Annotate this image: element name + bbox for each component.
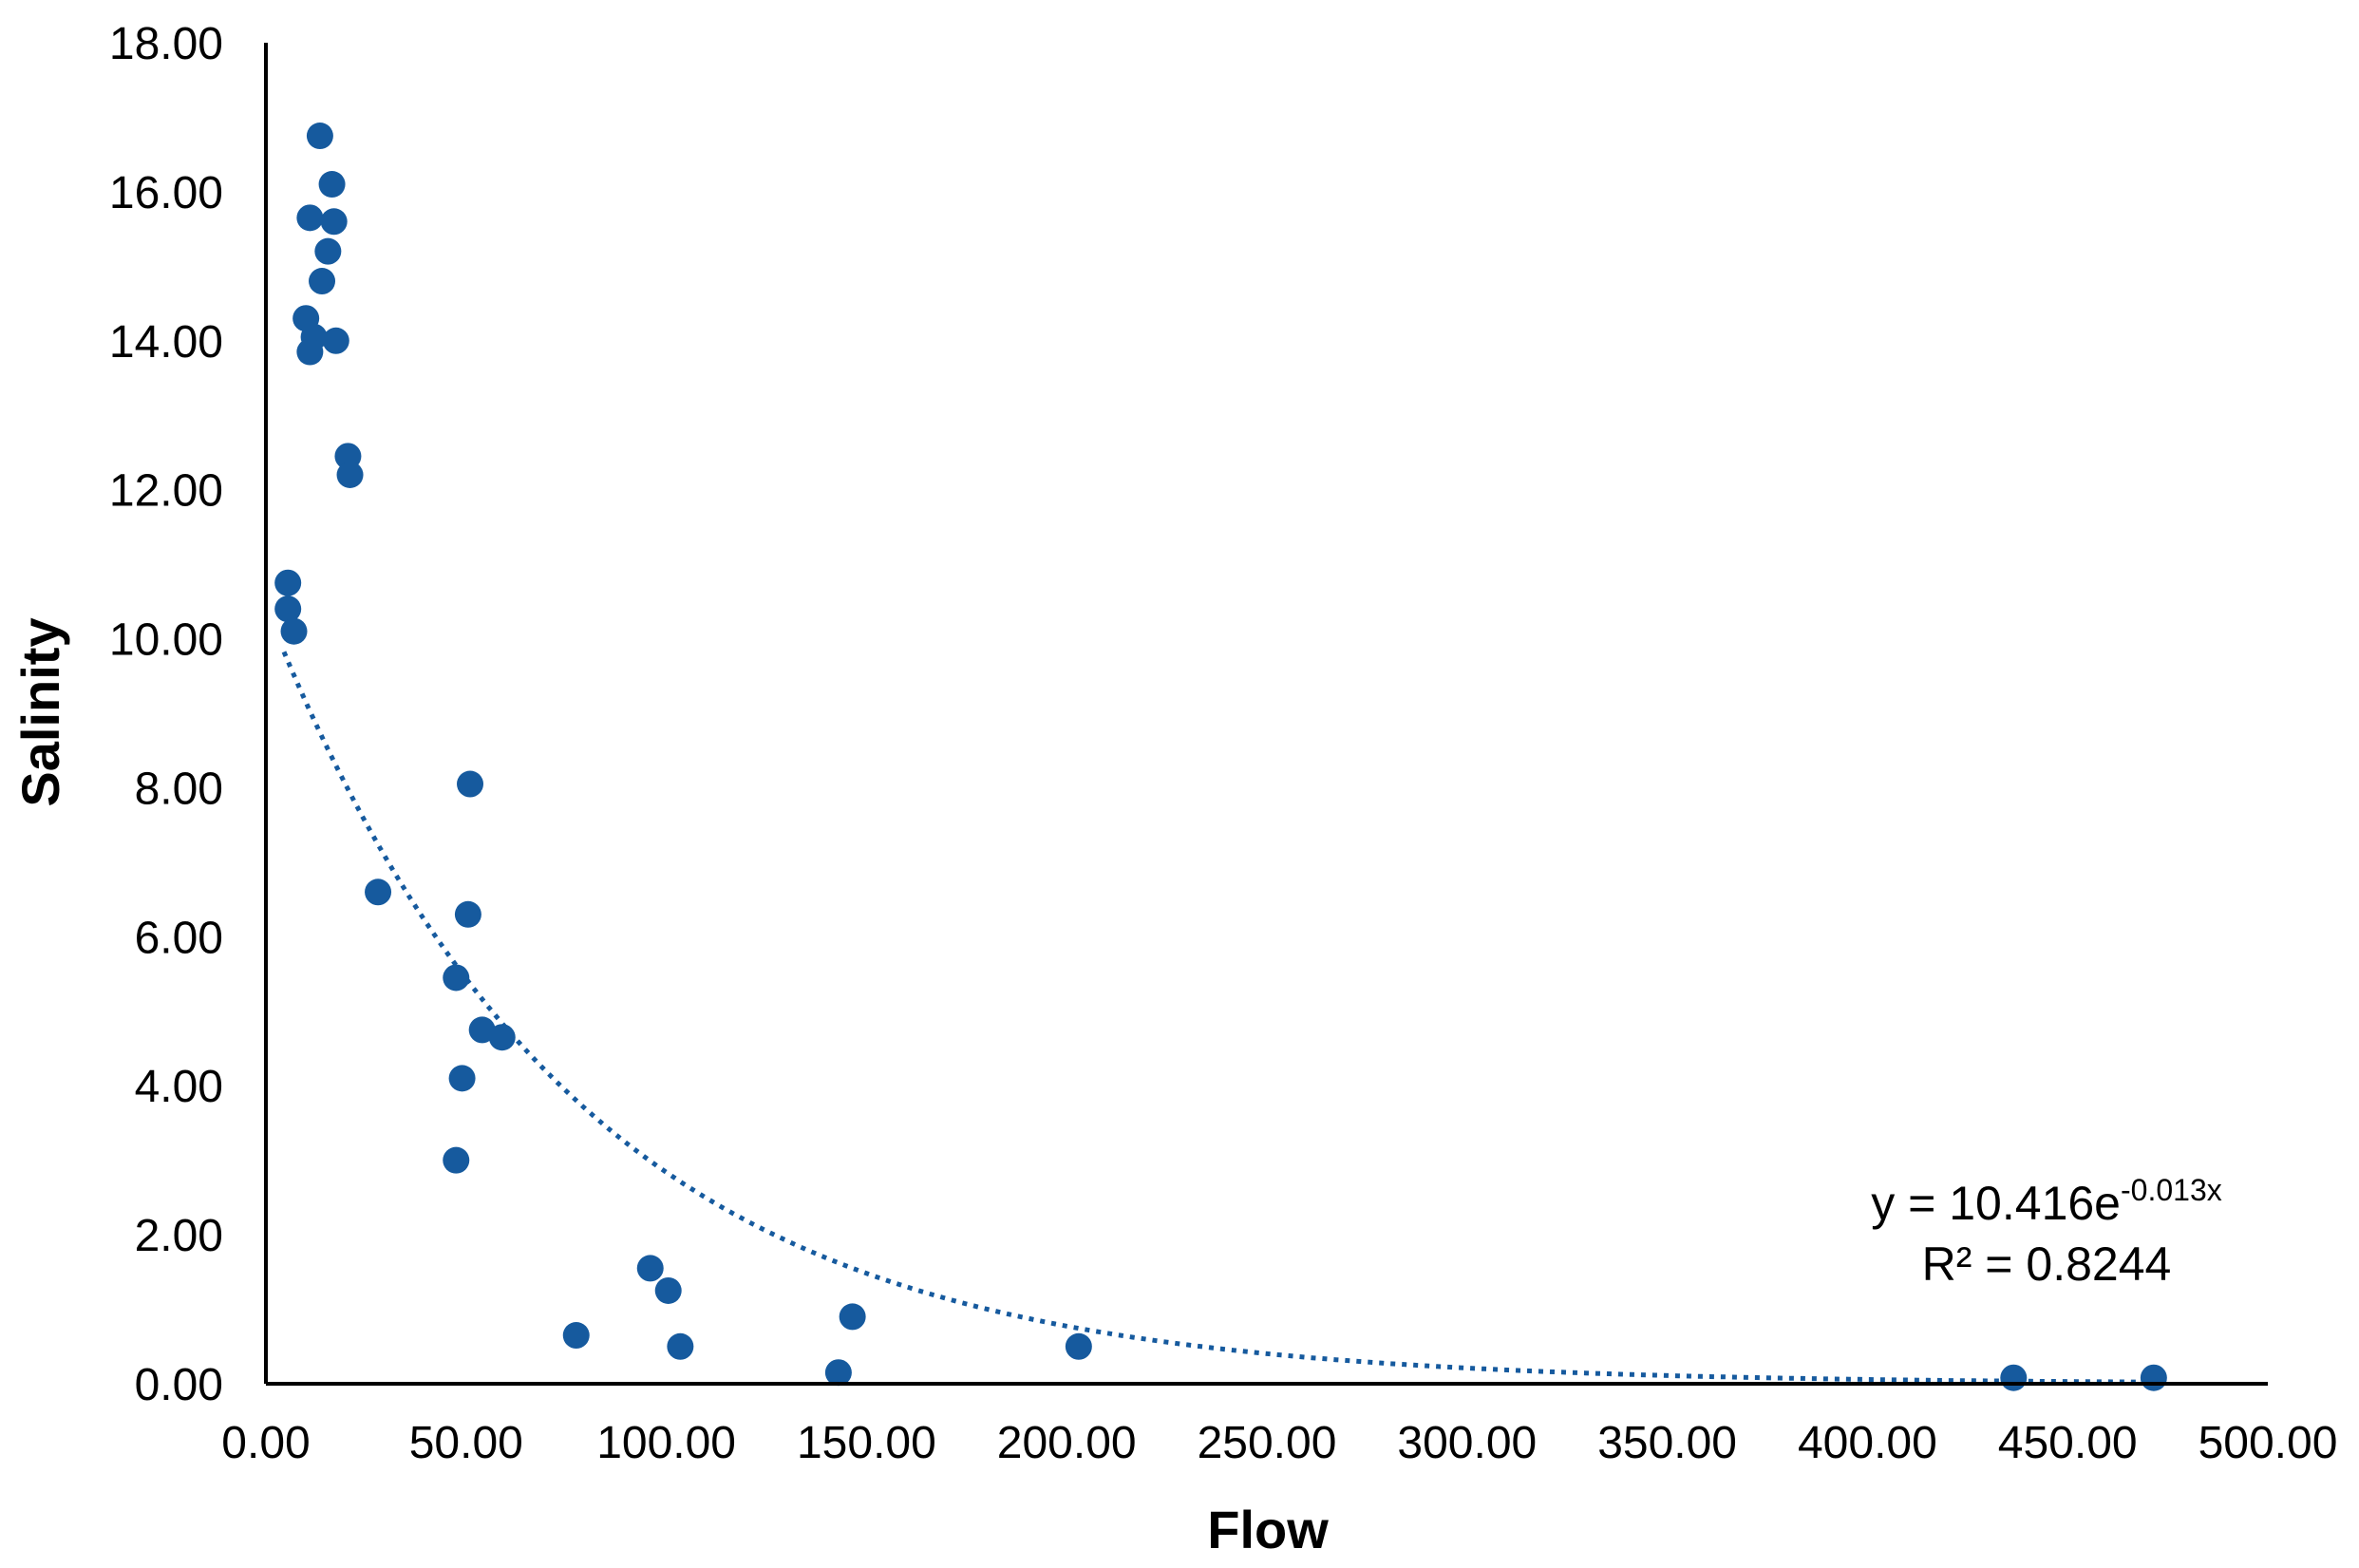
y-tick-label: 6.00 [135,913,223,963]
data-point [280,617,308,645]
equation-prefix: y = 10.416e [1871,1177,2121,1230]
data-point [468,1016,496,1044]
data-point [274,595,302,623]
data-point [1065,1332,1092,1360]
data-point [457,770,484,798]
trendline-layer [281,651,2154,1385]
data-points-layer [274,123,2167,1391]
data-point [562,1322,590,1350]
y-tick-label: 10.00 [109,615,223,666]
y-tick-labels: 0.00 2.00 4.00 6.00 8.00 10.00 12.00 14.00 16.00… [109,19,223,1410]
data-point [322,327,349,354]
y-axis-title: Salinity [10,617,70,806]
x-tick-label: 0.00 [221,1418,310,1468]
data-point [443,1146,470,1174]
data-point [448,1065,476,1092]
data-point [314,237,342,265]
x-tick-label: 200.00 [997,1418,1137,1468]
data-point [824,1359,852,1387]
r-squared-label: R² = 0.8244 [1922,1237,2172,1291]
y-tick-label: 18.00 [109,19,223,69]
x-tick-label: 300.00 [1397,1418,1537,1468]
y-tick-label: 4.00 [135,1062,223,1112]
x-tick-label: 150.00 [797,1418,936,1468]
data-point [636,1255,664,1282]
data-point [443,964,470,992]
data-point [2000,1364,2028,1391]
x-tick-label: 450.00 [1998,1418,2138,1468]
x-tick-label: 50.00 [409,1418,523,1468]
data-point [309,268,336,295]
data-point [296,338,324,366]
data-point [320,208,348,236]
data-point [274,569,302,596]
data-point [839,1303,866,1331]
y-tick-label: 12.00 [109,466,223,517]
data-point [306,123,333,150]
data-point [318,171,346,198]
x-tick-label: 500.00 [2199,1418,2338,1468]
x-tick-label: 350.00 [1597,1418,1737,1468]
equation-exponent: -0.013x [2121,1173,2222,1207]
y-tick-label: 14.00 [109,317,223,368]
trendline-equation: y = 10.416e-0.013x [1871,1173,2221,1230]
x-tick-label: 400.00 [1798,1418,1937,1468]
data-point [667,1332,694,1360]
x-tick-label: 100.00 [596,1418,736,1468]
data-point [2140,1364,2167,1391]
data-point [654,1276,682,1304]
exponential-trendline [281,651,2154,1385]
y-tick-label: 2.00 [135,1211,223,1261]
data-point [454,900,481,928]
data-point [488,1024,516,1051]
x-tick-labels: 0.00 50.00 100.00 150.00 200.00 250.00 300.00 3… [221,1418,2337,1468]
data-point [336,461,364,488]
x-tick-label: 250.00 [1198,1418,1337,1468]
y-tick-label: 0.00 [135,1360,223,1410]
x-axis-title: Flow [1207,1500,1329,1559]
data-point [365,878,392,906]
data-point [296,204,324,232]
y-tick-label: 8.00 [135,764,223,814]
y-tick-label: 16.00 [109,168,223,218]
